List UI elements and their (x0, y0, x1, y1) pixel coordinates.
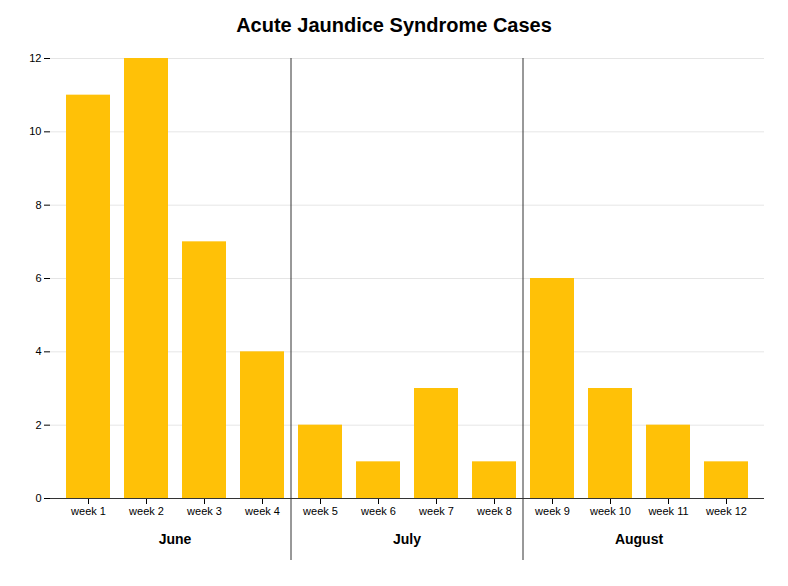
svg-text:0: 0 (35, 492, 41, 504)
svg-text:week 2: week 2 (128, 505, 164, 517)
svg-text:week 11: week 11 (647, 505, 688, 517)
svg-text:August: August (615, 531, 664, 547)
svg-text:2: 2 (35, 419, 41, 431)
svg-text:10: 10 (29, 125, 41, 137)
svg-text:week 9: week 9 (534, 505, 570, 517)
svg-text:week 6: week 6 (360, 505, 396, 517)
svg-text:week 8: week 8 (476, 505, 512, 517)
svg-text:8: 8 (35, 199, 41, 211)
svg-text:week 10: week 10 (589, 505, 631, 517)
svg-text:week 5: week 5 (302, 505, 338, 517)
svg-text:6: 6 (35, 272, 41, 284)
svg-text:week 12: week 12 (705, 505, 747, 517)
svg-text:12: 12 (29, 52, 41, 64)
svg-text:4: 4 (35, 345, 41, 357)
svg-text:week 4: week 4 (244, 505, 280, 517)
svg-text:July: July (393, 531, 421, 547)
html-text:Acute Jaundice Syndrome Cases: Acute Jaundice Syndrome Cases (236, 14, 552, 36)
svg-text:week 3: week 3 (186, 505, 222, 517)
svg-text:June: June (159, 531, 192, 547)
svg-text:week 7: week 7 (418, 505, 454, 517)
svg-text:week 1: week 1 (70, 505, 106, 517)
